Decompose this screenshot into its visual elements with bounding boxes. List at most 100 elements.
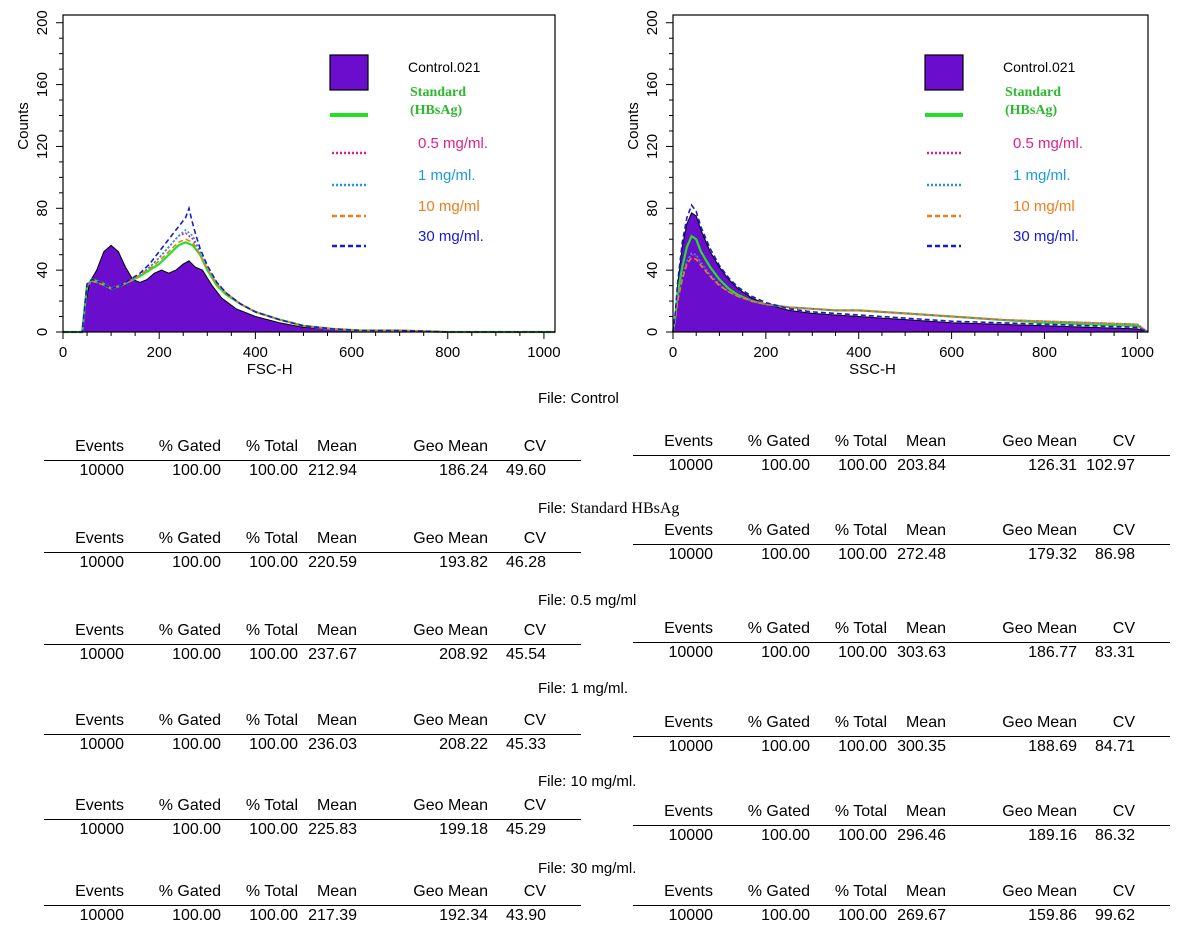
stats-header-cell: % Total bbox=[834, 433, 887, 450]
stats-header-cell: Events bbox=[75, 530, 124, 547]
stats-value-cell: 126.31 bbox=[1028, 457, 1077, 474]
x-tick-label: 600 bbox=[339, 344, 364, 361]
legend-label: 1 mg/ml. bbox=[1013, 167, 1071, 184]
stats-header-cell: Mean bbox=[905, 883, 946, 900]
stats-value-cell: 10000 bbox=[79, 554, 125, 571]
y-tick-label: 80 bbox=[34, 200, 51, 217]
stats-value-cell: 10000 bbox=[79, 736, 125, 753]
stats-divider bbox=[44, 644, 581, 645]
file-prefix: File: bbox=[538, 592, 571, 609]
x-tick-label: 400 bbox=[846, 344, 871, 361]
file-prefix: File: bbox=[538, 773, 571, 790]
stats-header-cell: CV bbox=[523, 712, 546, 729]
legend-label: Control.021 bbox=[408, 59, 481, 75]
stats-table: Events % Gated % Total Mean Geo Mean CV 10000 1… bbox=[633, 883, 1170, 927]
stats-value-cell: 86.32 bbox=[1094, 827, 1135, 844]
stats-value-cell: 179.32 bbox=[1028, 546, 1077, 563]
stats-value-cell: 100.00 bbox=[761, 457, 810, 474]
stats-header-cell: CV bbox=[1112, 883, 1135, 900]
stats-value-cell: 296.46 bbox=[897, 827, 946, 844]
stats-header-cell: Geo Mean bbox=[1002, 620, 1077, 637]
y-tick-label: 200 bbox=[34, 10, 51, 35]
series-5 bbox=[672, 256, 1149, 333]
stats-value-cell: 100.00 bbox=[172, 736, 221, 753]
stats-header-cell: Events bbox=[664, 803, 713, 820]
stats-header-cell: CV bbox=[1112, 803, 1135, 820]
stats-value-cell: 186.24 bbox=[439, 462, 488, 479]
stats-value-cell: 100.00 bbox=[761, 546, 810, 563]
stats-value-cell: 100.00 bbox=[249, 736, 298, 753]
plot-frame bbox=[672, 14, 1149, 333]
stats-value-cell: 100.00 bbox=[172, 462, 221, 479]
x-tick-label: 200 bbox=[753, 344, 778, 361]
stats-divider bbox=[44, 460, 581, 461]
stats-value-cell: 237.67 bbox=[308, 646, 357, 663]
stats-divider bbox=[633, 736, 1170, 737]
stats-value-cell: 10000 bbox=[668, 546, 714, 563]
file-name: 1 mg/ml. bbox=[570, 680, 629, 697]
stats-value-cell: 10000 bbox=[668, 457, 714, 474]
y-tick-label: 40 bbox=[34, 262, 51, 279]
stats-table: Events % Gated % Total Mean Geo Mean CV 10000 1… bbox=[633, 522, 1170, 566]
stats-header-cell: Geo Mean bbox=[1002, 433, 1077, 450]
stats-header-cell: % Gated bbox=[158, 622, 221, 639]
stats-value-cell: 225.83 bbox=[308, 821, 357, 838]
stats-value-cell: 100.00 bbox=[249, 821, 298, 838]
stats-header-cell: Geo Mean bbox=[1002, 714, 1077, 731]
legend-label: 10 mg/ml bbox=[1013, 198, 1075, 215]
x-tick-label: 600 bbox=[939, 344, 964, 361]
stats-value-cell: 192.34 bbox=[439, 907, 488, 924]
stats-header-cell: CV bbox=[1112, 620, 1135, 637]
file-name: 10 mg/ml. bbox=[570, 773, 637, 790]
stats-header-cell: Mean bbox=[905, 433, 946, 450]
stats-value-cell: 46.28 bbox=[505, 554, 546, 571]
stats-table: Events % Gated % Total Mean Geo Mean CV 10000 1… bbox=[44, 797, 581, 841]
stats-header-cell: Mean bbox=[316, 530, 357, 547]
stats-header-cell: CV bbox=[1112, 433, 1135, 450]
y-tick-label: 40 bbox=[644, 262, 661, 279]
file-prefix: File: bbox=[538, 500, 571, 517]
stats-header-cell: Mean bbox=[316, 883, 357, 900]
stats-header-cell: % Gated bbox=[158, 883, 221, 900]
y-tick-label: 160 bbox=[644, 72, 661, 97]
file-label: File: Standard HBsAg bbox=[538, 500, 679, 518]
y-axis-label: Counts bbox=[625, 102, 642, 150]
stats-header-cell: % Total bbox=[245, 797, 298, 814]
stats-header-cell: Geo Mean bbox=[413, 883, 488, 900]
stats-header-cell: % Total bbox=[245, 622, 298, 639]
legend-label: 0.5 mg/ml. bbox=[418, 135, 488, 152]
stats-value-cell: 100.00 bbox=[172, 821, 221, 838]
stats-value-cell: 100.00 bbox=[249, 646, 298, 663]
stats-header-cell: Events bbox=[75, 883, 124, 900]
stats-header-cell: Events bbox=[75, 622, 124, 639]
stats-divider bbox=[44, 905, 581, 906]
x-tick-label: 0 bbox=[59, 344, 67, 361]
stats-value-cell: 10000 bbox=[79, 821, 125, 838]
stats-value-cell: 10000 bbox=[668, 738, 714, 755]
stats-header-cell: CV bbox=[1112, 714, 1135, 731]
y-tick-label: 0 bbox=[644, 328, 661, 336]
stats-table: Events % Gated % Total Mean Geo Mean CV 10000 1… bbox=[44, 530, 581, 574]
stats-divider bbox=[633, 455, 1170, 456]
stats-header-cell: Mean bbox=[316, 622, 357, 639]
stats-header-cell: % Total bbox=[245, 883, 298, 900]
stats-header-cell: Mean bbox=[905, 714, 946, 731]
stats-header-cell: Geo Mean bbox=[1002, 522, 1077, 539]
stats-value-cell: 10000 bbox=[668, 907, 714, 924]
y-tick-label: 160 bbox=[34, 72, 51, 97]
stats-header-cell: % Total bbox=[245, 712, 298, 729]
legend-label: 30 mg/ml. bbox=[1013, 228, 1079, 245]
stats-value-cell: 100.00 bbox=[172, 646, 221, 663]
histogram-charts: 0 200 400 600 800 100004080120160200FSC-HCoun… bbox=[15, 10, 1154, 378]
stats-header-cell: CV bbox=[523, 530, 546, 547]
stats-header-cell: % Total bbox=[834, 883, 887, 900]
x-axis-label: SSC-H bbox=[849, 361, 896, 378]
stats-value-cell: 303.63 bbox=[897, 644, 946, 661]
stats-value-cell: 203.84 bbox=[897, 457, 946, 474]
file-name: Control bbox=[570, 390, 619, 407]
stats-header-cell: % Total bbox=[834, 522, 887, 539]
stats-table: Events % Gated % Total Mean Geo Mean CV 10000 1… bbox=[44, 438, 581, 482]
legend-label: 10 mg/ml bbox=[418, 198, 480, 215]
legend-label: 0.5 mg/ml. bbox=[1013, 135, 1083, 152]
stats-table: Events % Gated % Total Mean Geo Mean CV 10000 1… bbox=[633, 714, 1170, 758]
